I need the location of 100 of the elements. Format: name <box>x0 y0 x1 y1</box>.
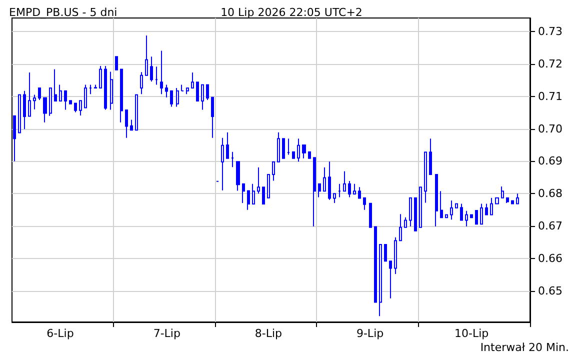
candlestick <box>475 210 478 225</box>
candlestick <box>424 152 427 204</box>
candlestick <box>465 210 468 227</box>
candlestick <box>287 138 290 156</box>
candlestick <box>196 82 199 102</box>
candlestick <box>135 94 138 131</box>
candlestick <box>363 197 366 210</box>
candlestick <box>120 68 123 123</box>
candlestick <box>89 84 92 95</box>
candlestick <box>440 190 443 218</box>
x-tick-label: 7-Lip <box>153 327 180 340</box>
candlestick <box>318 183 321 198</box>
candlestick <box>140 72 143 95</box>
y-tick-label: 0.69 <box>538 154 562 168</box>
y-tick-label: 0.66 <box>538 252 562 265</box>
candlestick <box>429 138 432 176</box>
y-tick-label: 0.72 <box>538 58 562 71</box>
candlestick <box>130 119 133 131</box>
candlestick <box>435 174 438 227</box>
candlestick <box>38 88 41 100</box>
y-tick-label: 0.68 <box>538 187 562 200</box>
candlestick <box>28 72 31 117</box>
candlestick <box>150 56 153 82</box>
x-tick-label: 10-Lip <box>454 327 489 340</box>
candlestick <box>231 151 234 168</box>
candlestick <box>419 186 422 228</box>
candlestick <box>221 137 224 191</box>
candlestick <box>59 84 62 102</box>
chart-title: EMPD_PB.US - 5 dni <box>9 6 118 19</box>
candlestick <box>201 84 204 110</box>
candlestick <box>292 151 295 159</box>
candlestick <box>277 132 280 162</box>
y-tick-label: 0.70 <box>538 122 562 136</box>
candlestick <box>460 203 463 221</box>
candlestick <box>302 144 306 159</box>
candlestick <box>333 193 336 204</box>
candlestick <box>191 72 194 89</box>
candlestick <box>384 244 387 262</box>
candlestick <box>409 197 412 227</box>
candlestick <box>211 96 214 138</box>
candlestick <box>170 90 173 108</box>
candlestick <box>511 200 514 204</box>
candlestick <box>445 214 448 218</box>
candlestick <box>110 71 113 110</box>
candlestick <box>272 161 275 182</box>
candlestick <box>267 174 270 198</box>
candlestick <box>43 97 47 123</box>
candlestick <box>69 100 72 104</box>
candlestick <box>379 244 382 317</box>
x-tick-label: 6-Lip <box>46 327 74 340</box>
candlestick <box>252 183 255 205</box>
candlestick <box>33 94 36 110</box>
candlestick <box>13 115 16 162</box>
candlestick <box>181 84 184 92</box>
y-tick-label: 0.73 <box>538 25 562 38</box>
candlestick <box>145 35 148 76</box>
candlestick <box>236 161 240 192</box>
candlestick <box>353 183 356 194</box>
candlestick <box>115 56 118 70</box>
candlestick <box>414 197 417 232</box>
candlestick <box>338 183 341 198</box>
candlestick <box>262 186 265 205</box>
candlestick <box>495 197 499 204</box>
candlestick <box>226 132 229 159</box>
candlestick <box>84 84 87 108</box>
text: Interwał 20 Min. <box>480 341 569 354</box>
chart-subtitle: 10 Lip 2026 22:05 UTC+2 <box>220 6 362 19</box>
candlestick <box>186 88 189 95</box>
candlestick <box>49 88 52 116</box>
candlestick <box>165 84 168 98</box>
x-tick-label: 9-Lip <box>356 327 384 340</box>
candlestick <box>394 236 397 275</box>
candlestick <box>94 84 97 89</box>
candlestick <box>358 186 361 199</box>
candlestick <box>23 90 26 130</box>
candlestick <box>348 180 351 198</box>
y-tick-label: 0.67 <box>538 220 562 233</box>
candlestick <box>399 214 402 242</box>
candlestick <box>328 161 331 200</box>
candlestick <box>247 190 250 210</box>
candlestick <box>369 202 372 228</box>
candlestick <box>125 110 128 138</box>
candlestick <box>450 200 453 220</box>
candlestick <box>242 183 245 204</box>
candlestick <box>74 102 77 113</box>
candlestick <box>160 50 163 95</box>
candlestick <box>490 197 493 216</box>
candlestick <box>308 151 311 159</box>
candlestick <box>155 66 158 86</box>
candlestick <box>18 94 21 134</box>
candlestick <box>480 203 483 225</box>
candlestick <box>501 186 504 198</box>
candlestick <box>389 260 392 299</box>
candlestick <box>323 166 326 192</box>
y-tick-label: 0.71 <box>538 90 562 103</box>
candlestick <box>176 88 179 108</box>
candlestick <box>470 214 473 218</box>
candlestick <box>374 226 377 303</box>
y-tick-label: 0.65 <box>538 284 562 298</box>
candlestick <box>455 203 458 208</box>
